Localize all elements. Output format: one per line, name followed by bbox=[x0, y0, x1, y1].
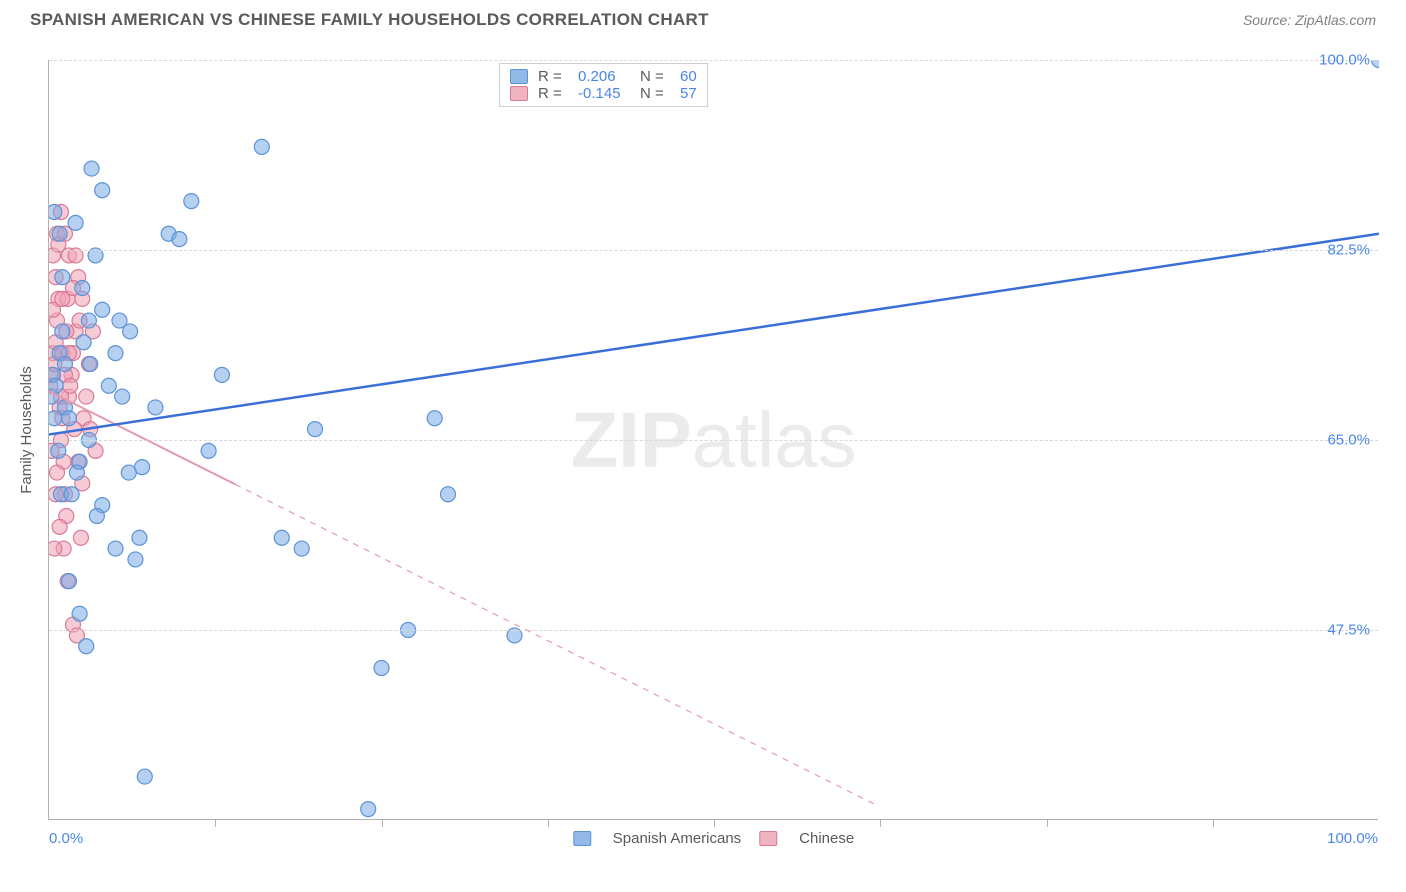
legend-label-spanish: Spanish Americans bbox=[613, 830, 741, 847]
scatter-point bbox=[55, 291, 70, 306]
scatter-point bbox=[63, 378, 78, 393]
scatter-point bbox=[73, 530, 88, 545]
swatch-spanish-icon bbox=[510, 69, 528, 84]
scatter-point bbox=[108, 346, 123, 361]
y-tick-label: 65.0% bbox=[1327, 432, 1370, 449]
scatter-point bbox=[361, 802, 376, 817]
scatter-point bbox=[89, 509, 104, 524]
scatter-point bbox=[254, 139, 269, 154]
scatter-point bbox=[81, 313, 96, 328]
x-axis-max-label: 100.0% bbox=[1327, 830, 1378, 847]
scatter-point bbox=[132, 530, 147, 545]
scatter-point bbox=[69, 465, 84, 480]
scatter-point bbox=[61, 411, 76, 426]
scatter-point bbox=[148, 400, 163, 415]
scatter-point bbox=[108, 541, 123, 556]
legend-row-spanish: R = 0.206 N = 60 bbox=[510, 68, 697, 85]
scatter-point bbox=[128, 552, 143, 567]
trend-line-solid bbox=[49, 234, 1379, 435]
scatter-point bbox=[76, 335, 91, 350]
scatter-point bbox=[137, 769, 152, 784]
scatter-point bbox=[55, 270, 70, 285]
source-attribution: Source: ZipAtlas.com bbox=[1243, 12, 1376, 28]
scatter-point bbox=[79, 389, 94, 404]
scatter-point bbox=[294, 541, 309, 556]
scatter-point bbox=[49, 378, 63, 393]
y-axis-title: Family Households bbox=[18, 366, 35, 494]
swatch-spanish-bottom-icon bbox=[573, 831, 591, 846]
scatter-point bbox=[427, 411, 442, 426]
scatter-chart: ZIPatlas 47.5%65.0%82.5%100.0% 0.0% 100.… bbox=[48, 60, 1378, 820]
swatch-chinese-bottom-icon bbox=[759, 831, 777, 846]
scatter-point bbox=[214, 367, 229, 382]
swatch-chinese-icon bbox=[510, 86, 528, 101]
scatter-point bbox=[49, 541, 62, 556]
y-tick-label: 47.5% bbox=[1327, 622, 1370, 639]
scatter-point bbox=[79, 639, 94, 654]
scatter-point bbox=[75, 281, 90, 296]
scatter-point bbox=[61, 574, 76, 589]
scatter-point bbox=[201, 443, 216, 458]
scatter-point bbox=[184, 194, 199, 209]
x-axis-min-label: 0.0% bbox=[49, 830, 83, 847]
scatter-point bbox=[95, 302, 110, 317]
series-legend: Spanish Americans Chinese bbox=[573, 830, 854, 847]
legend-label-chinese: Chinese bbox=[799, 830, 854, 847]
scatter-point bbox=[308, 422, 323, 437]
y-tick-label: 100.0% bbox=[1319, 52, 1370, 69]
scatter-point bbox=[83, 357, 98, 372]
scatter-point bbox=[68, 215, 83, 230]
scatter-point bbox=[57, 357, 72, 372]
scatter-point bbox=[84, 161, 99, 176]
trend-line-dashed bbox=[235, 484, 873, 803]
scatter-point bbox=[55, 324, 70, 339]
scatter-point bbox=[95, 183, 110, 198]
scatter-point bbox=[115, 389, 130, 404]
scatter-point bbox=[123, 324, 138, 339]
scatter-point bbox=[441, 487, 456, 502]
chart-title: SPANISH AMERICAN VS CHINESE FAMILY HOUSE… bbox=[30, 10, 709, 30]
legend-row-chinese: R = -0.145 N = 57 bbox=[510, 85, 697, 102]
scatter-point bbox=[135, 460, 150, 475]
scatter-point bbox=[374, 661, 389, 676]
scatter-point bbox=[51, 443, 66, 458]
scatter-point bbox=[49, 465, 64, 480]
scatter-point bbox=[274, 530, 289, 545]
scatter-point bbox=[52, 226, 67, 241]
scatter-point bbox=[101, 378, 116, 393]
scatter-point bbox=[1372, 60, 1380, 68]
scatter-point bbox=[172, 232, 187, 247]
scatter-point bbox=[72, 606, 87, 621]
scatter-point bbox=[52, 519, 67, 534]
y-tick-label: 82.5% bbox=[1327, 242, 1370, 259]
scatter-point bbox=[49, 205, 62, 220]
scatter-point bbox=[64, 487, 79, 502]
correlation-legend: R = 0.206 N = 60 R = -0.145 N = 57 bbox=[499, 63, 708, 107]
